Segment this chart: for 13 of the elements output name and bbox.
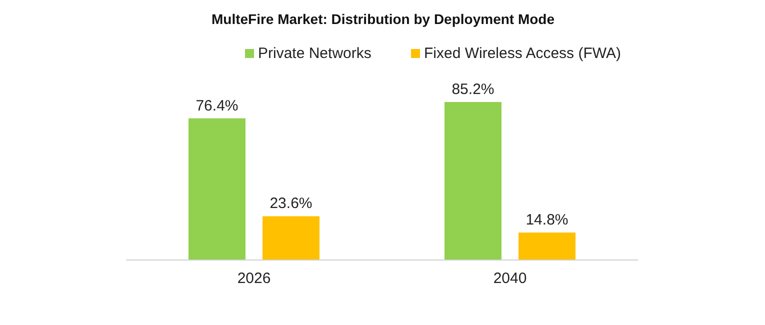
data-label: 85.2% (452, 81, 494, 98)
data-label: 23.6% (270, 195, 312, 212)
data-label: 14.8% (526, 212, 568, 229)
legend-label: Fixed Wireless Access (FWA) (424, 45, 621, 62)
data-label: 76.4% (196, 97, 238, 114)
legend-label: Private Networks (258, 45, 372, 62)
chart-title: MulteFire Market: Distribution by Deployment Mode (211, 11, 555, 27)
x-tick-label: 2040 (493, 270, 527, 287)
bar (188, 118, 246, 260)
bar (262, 216, 320, 260)
bar (518, 232, 576, 260)
bar (444, 102, 502, 260)
x-tick-label: 2026 (237, 270, 271, 287)
